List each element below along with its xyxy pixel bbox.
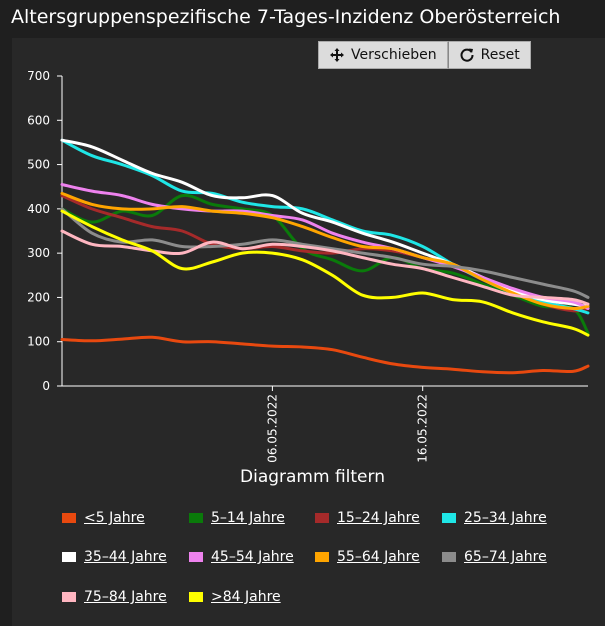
series-line — [60, 335, 590, 375]
y-tick-label: 600 — [27, 113, 50, 127]
x-tick-label: 16.05.2022 — [416, 394, 430, 463]
legend-item[interactable]: <5 Jahre — [62, 510, 145, 526]
legend-label: 25–34 Jahre — [464, 510, 547, 526]
legend-label: 65–74 Jahre — [464, 549, 547, 565]
reset-button[interactable]: Reset — [447, 41, 531, 69]
series-line — [60, 183, 590, 310]
chart-panel — [12, 38, 605, 626]
legend-label: 35–44 Jahre — [84, 549, 167, 565]
series-line — [60, 191, 590, 311]
legend-label: 15–24 Jahre — [337, 510, 420, 526]
y-tick-label: 100 — [27, 335, 50, 349]
filter-title: Diagramm filtern — [240, 467, 385, 487]
y-tick-label: 500 — [27, 158, 50, 172]
legend-swatch — [442, 513, 456, 523]
legend-swatch — [189, 552, 203, 562]
chart-toolbar: Verschieben Reset — [318, 41, 531, 69]
legend-item[interactable]: 15–24 Jahre — [315, 510, 420, 526]
y-tick-label: 300 — [27, 246, 50, 260]
move-icon — [329, 47, 345, 63]
legend-swatch — [189, 513, 203, 523]
legend-swatch — [442, 552, 456, 562]
page-title: Altersgruppenspezifische 7-Tages-Inziden… — [11, 6, 561, 28]
legend-item[interactable]: 5–14 Jahre — [189, 510, 285, 526]
legend-swatch — [315, 513, 329, 523]
legend-label: <5 Jahre — [84, 510, 145, 526]
line-chart: 0 100 200 300 400 500 600 700 06.05.2022 16.05.20… — [27, 69, 590, 463]
legend-item[interactable]: >84 Jahre — [189, 589, 281, 605]
reset-button-label: Reset — [480, 47, 520, 63]
y-tick-label: 200 — [27, 290, 50, 304]
legend-item[interactable]: 25–34 Jahre — [442, 510, 547, 526]
pan-button-label: Verschieben — [351, 47, 437, 63]
reset-icon — [459, 47, 475, 63]
legend-swatch — [315, 552, 329, 562]
x-tick-label: 06.05.2022 — [265, 394, 279, 463]
legend-item[interactable]: 45–54 Jahre — [189, 549, 294, 565]
legend-swatch — [62, 592, 76, 602]
legend-item[interactable]: 55–64 Jahre — [315, 549, 420, 565]
legend-item[interactable]: 65–74 Jahre — [442, 549, 547, 565]
legend-label: >84 Jahre — [211, 589, 281, 605]
y-tick-label: 700 — [27, 69, 50, 83]
legend-swatch — [189, 592, 203, 602]
legend-item[interactable]: 75–84 Jahre — [62, 589, 167, 605]
legend-label: 5–14 Jahre — [211, 510, 285, 526]
legend-swatch — [62, 552, 76, 562]
series-line — [60, 207, 590, 299]
y-tick-label: 0 — [42, 379, 50, 393]
y-tick-label: 400 — [27, 202, 50, 216]
legend-label: 55–64 Jahre — [337, 549, 420, 565]
pan-button[interactable]: Verschieben — [318, 41, 448, 69]
legend-swatch — [62, 513, 76, 523]
legend-item[interactable]: 35–44 Jahre — [62, 549, 167, 565]
series-line — [60, 138, 590, 308]
legend-label: 45–54 Jahre — [211, 549, 294, 565]
series-line — [60, 209, 590, 337]
legend-label: 75–84 Jahre — [84, 589, 167, 605]
